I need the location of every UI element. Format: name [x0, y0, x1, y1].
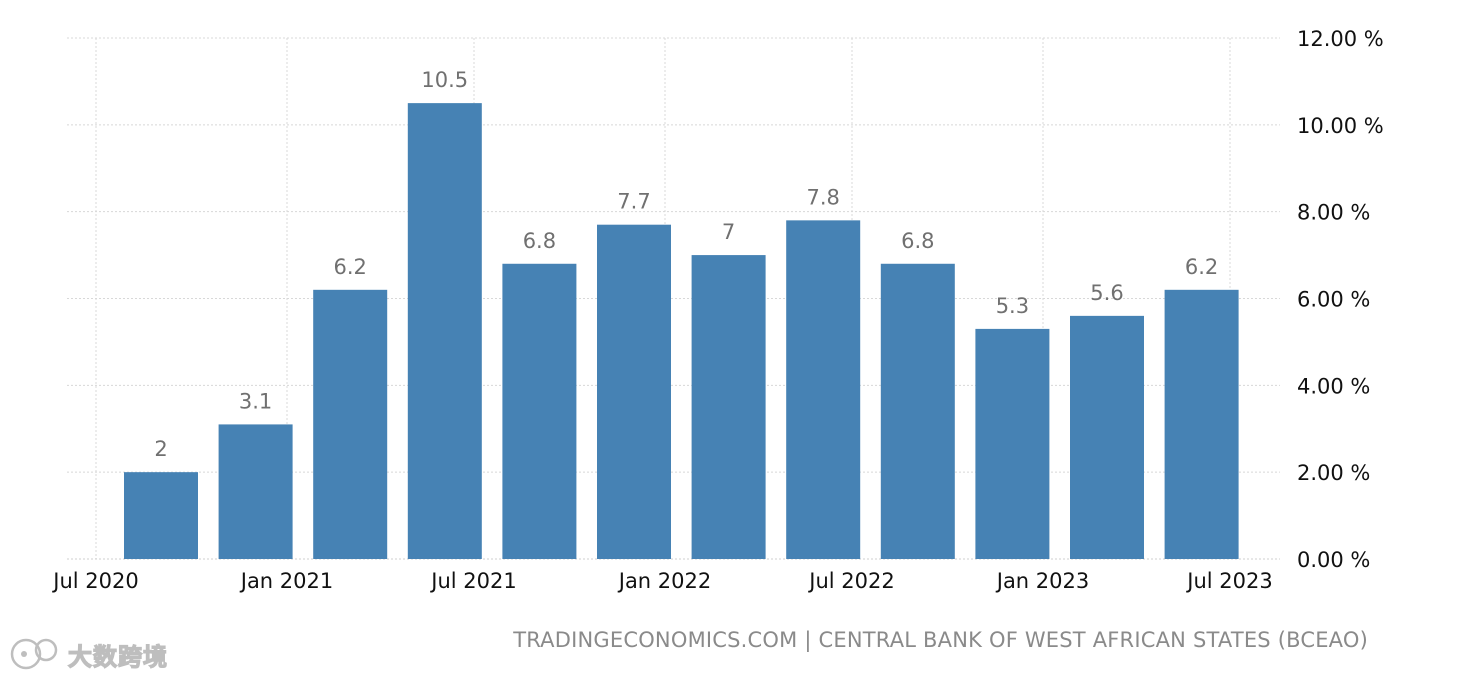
data-label: 6.2: [333, 255, 366, 279]
y-tick-label: 10.00 %: [1297, 114, 1384, 138]
x-tick-label: Jan 2023: [995, 569, 1090, 593]
bar: [1070, 315, 1144, 559]
watermark-logo-icon: [10, 638, 58, 670]
data-label: 6.2: [1185, 255, 1218, 279]
bar: [975, 328, 1050, 559]
data-label: 6.8: [901, 229, 934, 253]
data-label: 10.5: [421, 68, 468, 92]
bar: [1164, 289, 1239, 559]
data-label: 7.7: [617, 190, 650, 214]
source-attribution: TRADINGECONOMICS.COM | CENTRAL BANK OF W…: [513, 628, 1368, 652]
watermark: 大数跨境: [8, 636, 168, 672]
data-label: 5.3: [996, 294, 1029, 318]
data-label: 7: [722, 220, 735, 244]
bar: [880, 263, 955, 559]
y-tick-label: 12.00 %: [1297, 27, 1384, 51]
bar: [691, 255, 766, 560]
watermark-text: 大数跨境: [67, 642, 168, 671]
bar: [313, 289, 388, 559]
x-tick-label: Jul 2021: [429, 569, 516, 593]
data-labels: 2 3.1 6.2 10.5 6.8 7.7 7 7.8 6.8 5.3 5.6 6.2: [154, 68, 1218, 461]
bar: [407, 103, 482, 559]
x-tick-label: Jul 2022: [807, 569, 894, 593]
data-label: 3.1: [239, 389, 272, 413]
y-tick-label: 6.00 %: [1297, 288, 1370, 312]
x-tick-label: Jul 2020: [51, 569, 138, 593]
bar: [786, 220, 861, 559]
data-label: 5.6: [1090, 281, 1123, 305]
x-tick-label: Jan 2021: [239, 569, 334, 593]
data-label: 7.8: [806, 185, 839, 209]
bar: [502, 263, 577, 559]
x-axis: Jul 2020 Jan 2021 Jul 2021 Jan 2022 Jul 2022…: [51, 569, 1272, 593]
y-tick-label: 4.00 %: [1297, 374, 1370, 398]
y-tick-label: 0.00 %: [1297, 548, 1370, 572]
bar: [218, 424, 293, 559]
x-tick-label: Jan 2022: [617, 569, 712, 593]
data-label: 2: [154, 437, 167, 461]
data-label: 6.8: [523, 229, 556, 253]
y-tick-label: 2.00 %: [1297, 461, 1370, 485]
y-tick-label: 8.00 %: [1297, 201, 1370, 225]
y-axis: 0.00 % 2.00 % 4.00 % 6.00 % 8.00 % 10.00 % 12.…: [1297, 27, 1384, 572]
bar: [124, 472, 198, 559]
x-tick-label: Jul 2023: [1185, 569, 1272, 593]
bar: [597, 224, 671, 560]
bars: [124, 103, 1239, 560]
